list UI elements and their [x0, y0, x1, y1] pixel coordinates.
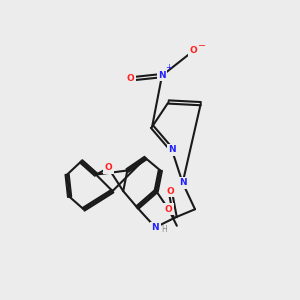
Text: H: H	[161, 225, 167, 234]
Text: O: O	[127, 74, 134, 83]
Text: N: N	[179, 178, 186, 187]
Text: N: N	[158, 71, 166, 80]
Text: N: N	[152, 223, 159, 232]
Text: −: −	[198, 40, 206, 50]
Text: O: O	[190, 46, 197, 55]
Text: O: O	[165, 205, 172, 214]
Text: N: N	[168, 145, 176, 154]
Text: O: O	[167, 187, 174, 196]
Text: O: O	[104, 164, 112, 172]
Text: +: +	[166, 63, 172, 72]
